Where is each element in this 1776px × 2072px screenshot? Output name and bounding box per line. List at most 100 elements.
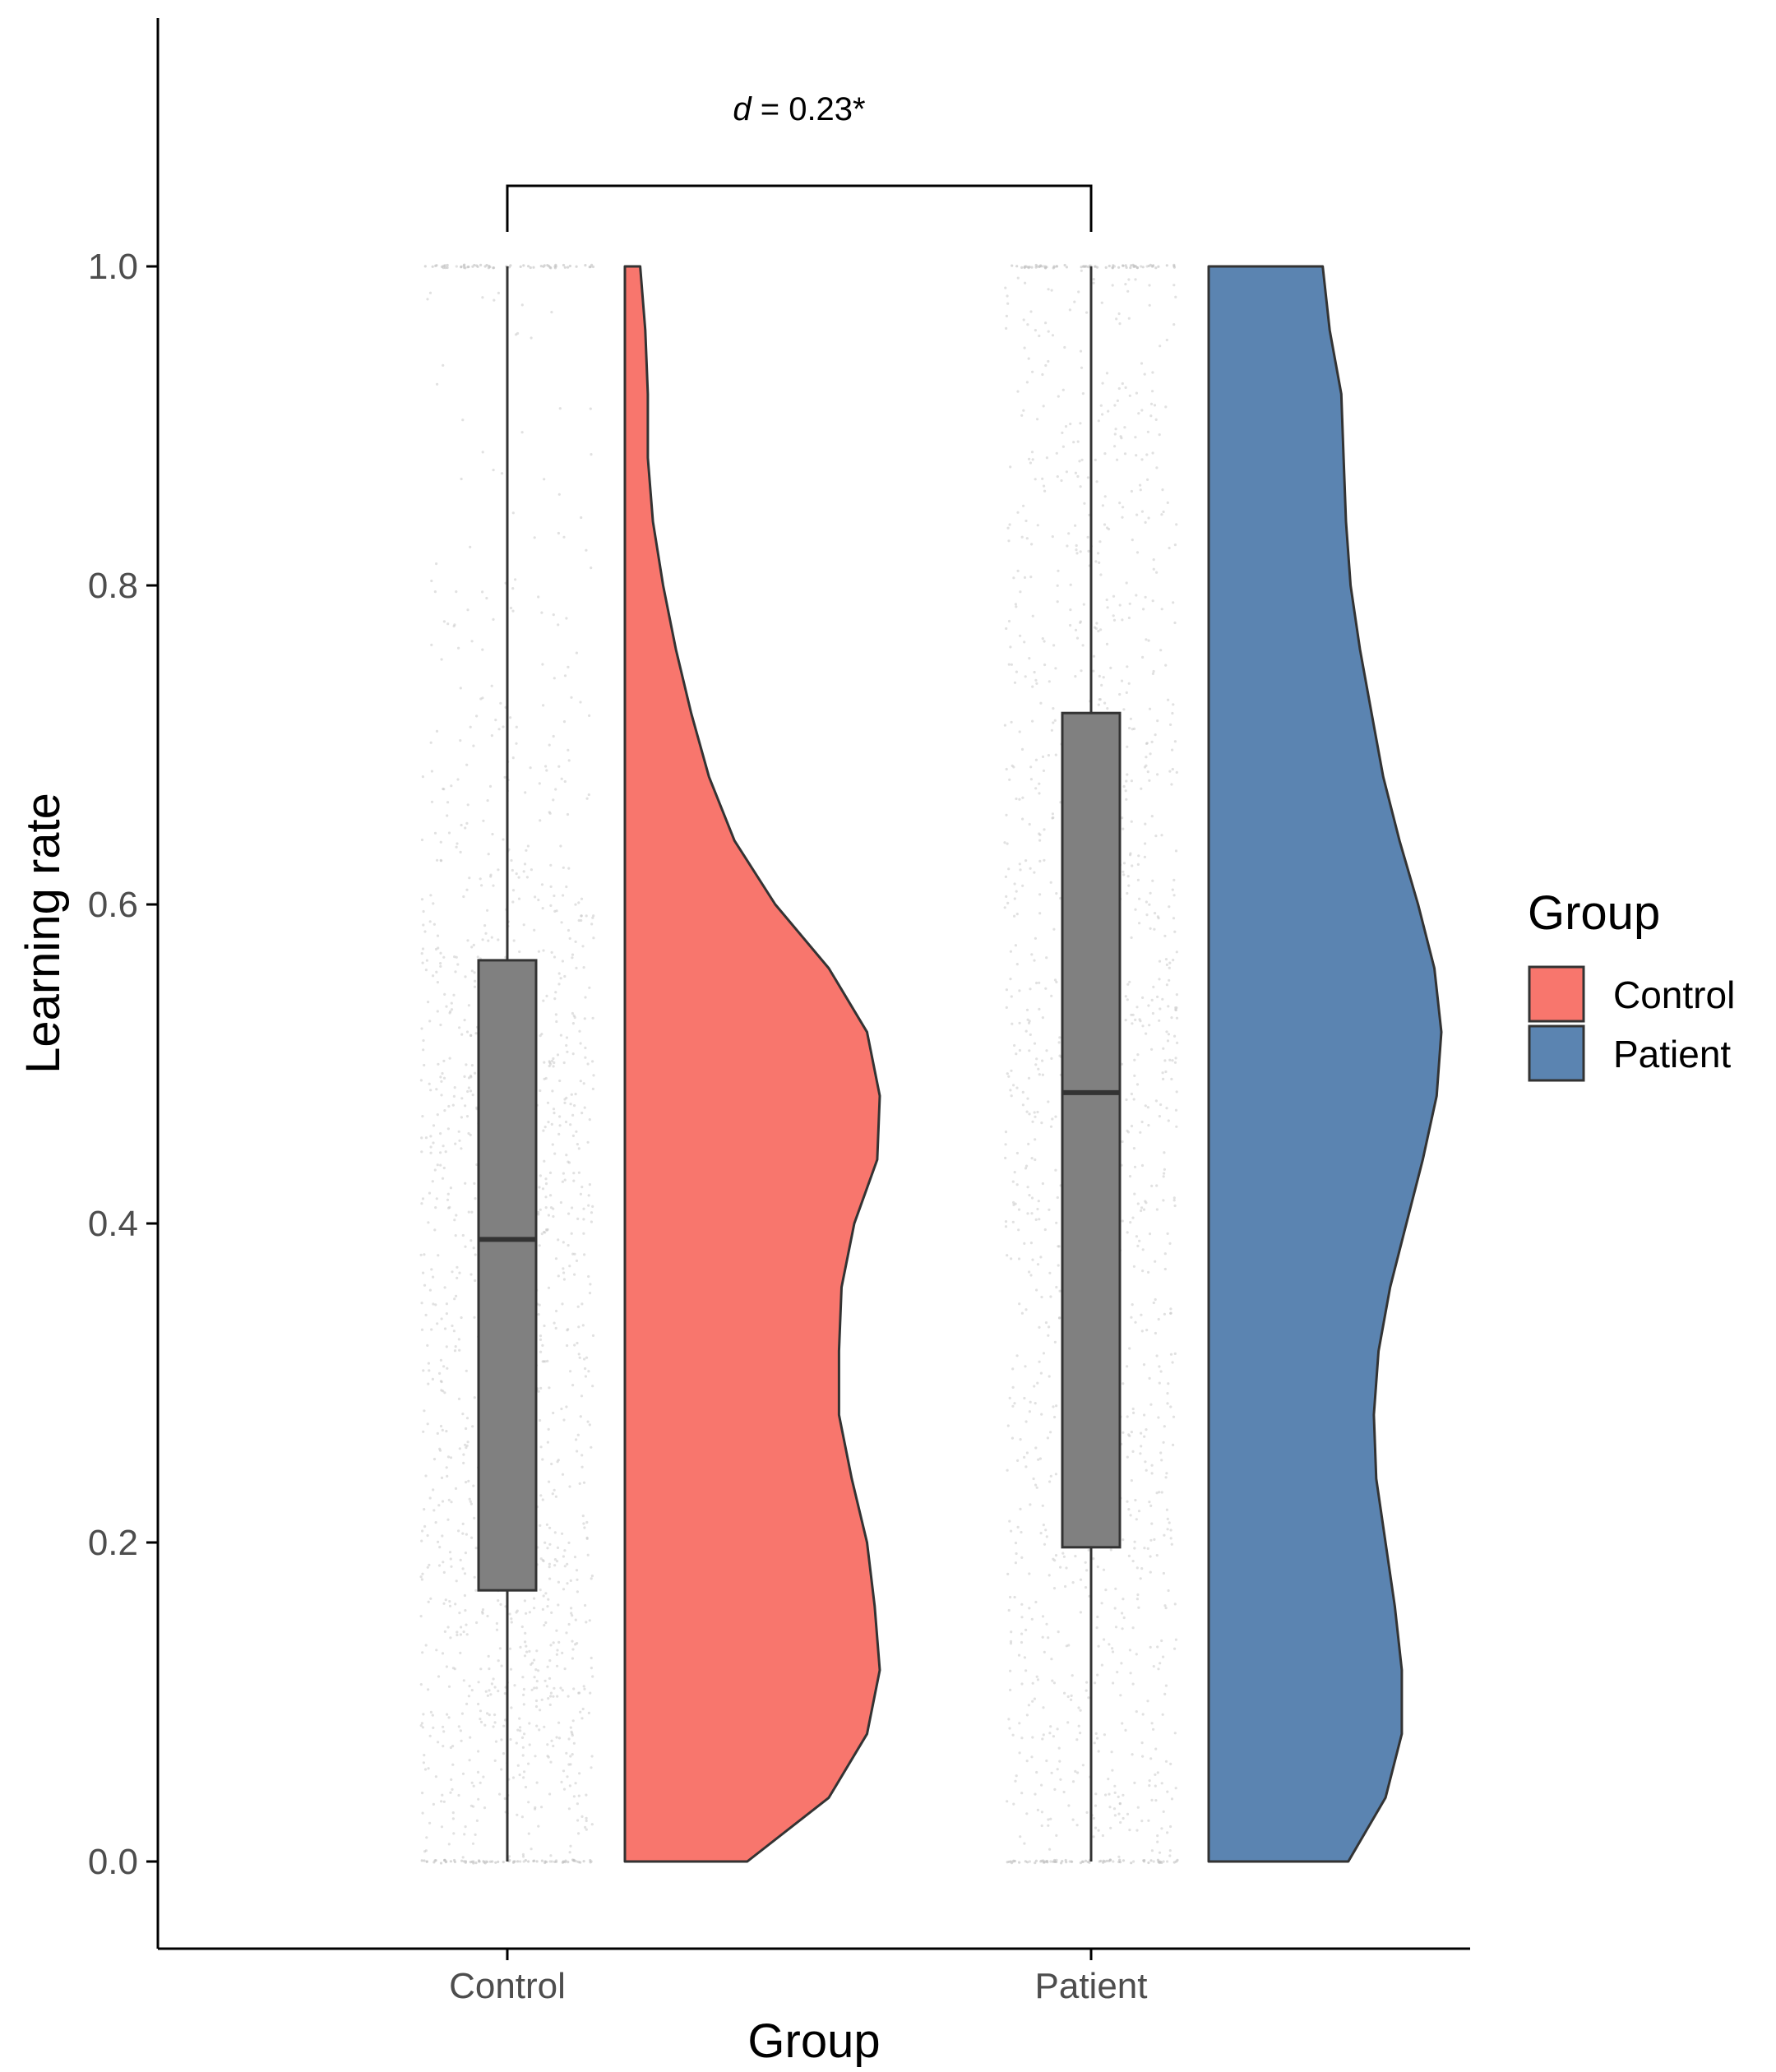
jitter-point: [1160, 834, 1163, 837]
jitter-point: [440, 1476, 444, 1479]
jitter-point: [1123, 426, 1126, 429]
jitter-point: [1168, 905, 1171, 909]
jitter-point: [1141, 1248, 1145, 1251]
jitter-point: [442, 1730, 446, 1733]
jitter-point: [1045, 1622, 1048, 1626]
jitter-point: [1019, 868, 1022, 872]
jitter-point: [1140, 1163, 1145, 1168]
jitter-point: [1009, 1640, 1013, 1643]
jitter-point: [575, 265, 578, 268]
jitter-point: [1098, 674, 1101, 678]
jitter-point: [584, 1825, 587, 1829]
jitter-point: [484, 1690, 488, 1693]
box-iqr: [477, 959, 538, 1592]
jitter-point: [566, 1582, 569, 1585]
jitter-point: [1048, 1732, 1052, 1735]
jitter-point: [1158, 433, 1161, 437]
jitter-point: [577, 1171, 581, 1174]
jitter-point: [537, 950, 541, 953]
jitter-point: [486, 1860, 489, 1863]
jitter-point: [481, 648, 484, 651]
jitter-point: [590, 1656, 593, 1660]
jitter-point: [539, 1494, 543, 1497]
jitter-point: [1080, 266, 1083, 269]
jitter-point: [443, 1327, 447, 1330]
jitter-point: [511, 1776, 516, 1779]
jitter-point: [585, 1621, 588, 1624]
jitter-point: [1043, 828, 1046, 831]
jitter-point: [562, 720, 567, 724]
jitter-point: [500, 1768, 503, 1771]
jitter-point: [438, 1546, 442, 1549]
jitter-point: [437, 1675, 441, 1678]
jitter-point: [537, 898, 540, 902]
jitter-point: [1038, 1073, 1041, 1076]
jitter-point: [433, 831, 437, 835]
jitter-point: [589, 1861, 592, 1864]
jitter-point: [1028, 1049, 1031, 1052]
jitter-point: [571, 1657, 575, 1660]
jitter-point: [1061, 1552, 1065, 1555]
jitter-point: [575, 1130, 578, 1133]
jitter-point: [450, 1778, 453, 1781]
jitter-point: [446, 622, 450, 626]
jitter-point: [1158, 1019, 1161, 1022]
jitter-point: [584, 1603, 587, 1607]
jitter-point: [563, 674, 567, 678]
jitter-point: [1021, 817, 1024, 821]
jitter-point: [569, 1123, 572, 1126]
jitter-point: [443, 1286, 446, 1289]
jitter-point: [447, 1498, 451, 1501]
jitter-point: [1034, 1862, 1037, 1865]
jitter-point: [1107, 1778, 1110, 1781]
jitter-point: [1012, 1859, 1015, 1862]
jitter-point: [543, 1126, 547, 1129]
jitter-point: [545, 994, 548, 997]
jitter-point: [446, 1474, 449, 1478]
jitter-point: [1061, 388, 1065, 391]
jitter-point: [553, 1061, 556, 1065]
jitter-point: [1074, 628, 1078, 631]
jitter-point: [487, 939, 490, 942]
jitter-point: [454, 1487, 458, 1490]
jitter-point: [1121, 516, 1124, 519]
jitter-point: [558, 1079, 562, 1083]
jitter-point: [585, 1356, 589, 1359]
jitter-point: [1102, 1861, 1105, 1864]
jitter-point: [1069, 423, 1072, 426]
jitter-point: [1150, 1722, 1154, 1725]
jitter-point: [1158, 1365, 1161, 1368]
jitter-point: [561, 960, 565, 963]
jitter-point: [1148, 1784, 1151, 1788]
jitter-point: [1163, 1604, 1167, 1607]
jitter-point: [548, 1566, 551, 1569]
jitter-point: [590, 1766, 593, 1769]
jitter-point: [519, 265, 522, 268]
jitter-point: [1140, 1313, 1143, 1316]
jitter-point: [578, 1772, 581, 1775]
jitter-point: [1144, 1104, 1147, 1108]
jitter-point: [1122, 827, 1125, 830]
jitter-point: [450, 1008, 454, 1011]
jitter-point: [474, 979, 477, 983]
jitter-point: [555, 1629, 558, 1632]
jitter-point: [1055, 265, 1058, 268]
jitter-point: [1164, 1684, 1168, 1687]
jitter-point: [1034, 478, 1037, 481]
jitter-point: [1034, 937, 1037, 940]
jitter-point: [1043, 266, 1048, 269]
jitter-point: [540, 883, 544, 886]
jitter-point: [492, 1725, 495, 1728]
jitter-point: [576, 1217, 580, 1220]
jitter-point: [1052, 1735, 1055, 1738]
jitter-point: [525, 1612, 528, 1615]
jitter-point: [432, 1141, 435, 1145]
jitter-point: [563, 1101, 567, 1104]
jitter-point: [1034, 787, 1038, 790]
jitter-point: [1122, 784, 1126, 789]
jitter-point: [1094, 560, 1098, 563]
jitter-point: [1149, 1538, 1153, 1542]
jitter-point: [546, 1665, 549, 1668]
jitter-point: [1168, 961, 1172, 964]
jitter-point: [1015, 797, 1018, 801]
